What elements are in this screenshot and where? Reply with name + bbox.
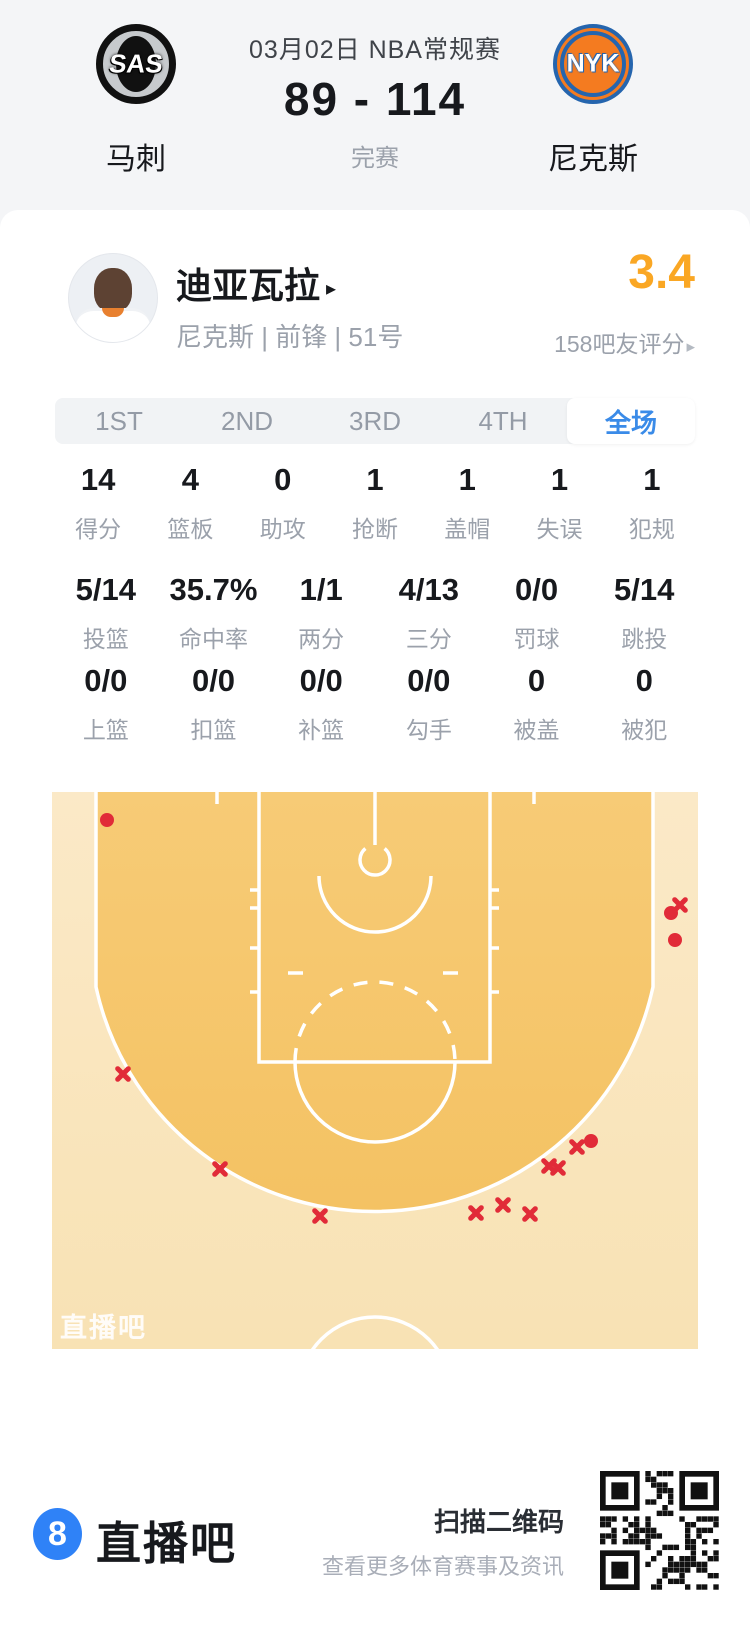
- missed-shot-marker: [310, 1206, 330, 1226]
- sas-logo-oval: [116, 36, 156, 92]
- stat-turnovers: 1 失误: [536, 462, 583, 542]
- away-team-abbr: NYK: [566, 49, 620, 78]
- rating-caret-icon: ▸: [686, 337, 695, 356]
- tab-4th[interactable]: 4TH: [478, 405, 528, 436]
- stat-points: 14 得分: [75, 462, 122, 542]
- made-shot-marker: [668, 933, 682, 947]
- stat-fouls: 1 犯规: [628, 462, 675, 542]
- made-shot-marker: [100, 813, 114, 827]
- zhibo8-logo-text: 直播吧: [96, 1518, 238, 1569]
- game-status: 完赛: [351, 145, 399, 172]
- scoreboard-header: 03月02日 NBA常规赛 89 - 114 完赛 SAS 马刺 NYK 尼克斯: [0, 0, 750, 230]
- missed-shot-marker: [520, 1204, 540, 1224]
- player-avatar[interactable]: [68, 253, 158, 343]
- stat-dunk: 0/0 扣篮: [190, 663, 237, 743]
- stats-row-shot-types: 0/0 上篮 0/0 扣篮 0/0 补篮 0/0 勾手 0 被盖 0 被犯: [52, 663, 698, 745]
- game-score: 89 - 114: [283, 73, 467, 125]
- player-info: 尼克斯 | 前锋 | 51号: [176, 322, 404, 352]
- stat-rebounds: 4 篮板: [167, 462, 214, 542]
- game-date: 03月02日 NBA常规赛: [249, 36, 501, 64]
- missed-shot-marker: [466, 1203, 486, 1223]
- quarter-tabs: 1ST 2ND 3RD 4TH 全场: [55, 398, 695, 444]
- missed-shot-marker: [567, 1137, 587, 1157]
- zhibo8-logo-icon[interactable]: 8: [33, 1508, 82, 1560]
- stat-assists: 0 助攻: [259, 462, 306, 542]
- missed-shot-marker: [548, 1158, 568, 1178]
- court-watermark: 直播吧: [60, 1313, 147, 1343]
- tab-3rd[interactable]: 3RD: [348, 405, 401, 436]
- stat-fg-pct: 35.7% 命中率: [169, 572, 258, 652]
- stats-row-basic: 14 得分 4 篮板 0 助攻 1 抢断 1 盖帽 1 失误 1 犯规: [52, 462, 698, 544]
- home-team-name: 马刺: [106, 143, 166, 176]
- stat-putback: 0/0 补篮: [298, 663, 345, 743]
- scan-subtitle: 查看更多体育赛事及资讯: [321, 1554, 564, 1579]
- stat-2pt: 1/1 两分: [298, 572, 345, 652]
- court-drawing: [52, 792, 698, 1349]
- player-name[interactable]: 迪亚瓦拉 ▸: [176, 265, 337, 306]
- nyk-logo-ring: [560, 31, 626, 97]
- qr-code: [600, 1471, 719, 1590]
- player-name-caret-icon: ▸: [326, 278, 337, 300]
- rating-votes-link[interactable]: 158吧友评分 ▸: [554, 331, 695, 357]
- tab-1st[interactable]: 1ST: [95, 405, 143, 436]
- missed-shot-marker: [113, 1064, 133, 1084]
- away-team-logo[interactable]: NYK: [553, 24, 633, 104]
- stat-fouled: 0 被犯: [621, 663, 668, 743]
- stat-hook: 0/0 勾手: [405, 663, 452, 743]
- stat-jumpshot: 5/14 跳投: [614, 572, 675, 652]
- shot-chart: 直播吧: [52, 792, 698, 1349]
- avatar-collar: [102, 308, 124, 317]
- stat-layup: 0/0 上篮: [82, 663, 129, 743]
- away-team-name: 尼克斯: [548, 143, 638, 176]
- home-team-abbr: SAS: [107, 48, 165, 79]
- missed-shot-marker: [493, 1195, 513, 1215]
- stats-row-shooting: 5/14 投篮 35.7% 命中率 1/1 两分 4/13 三分 0/0 罚球 5/14 跳…: [52, 572, 698, 654]
- stat-blocked: 0 被盖: [513, 663, 560, 743]
- made-shot-marker: [584, 1134, 598, 1148]
- stat-3pt: 4/13 三分: [398, 572, 460, 652]
- stat-ft: 0/0 罚球: [513, 572, 560, 652]
- home-team-logo[interactable]: SAS: [96, 24, 176, 104]
- missed-shot-marker: [670, 895, 690, 915]
- scan-hint: 扫描二维码 查看更多体育赛事及资讯: [322, 1502, 564, 1581]
- stat-steals: 1 抢断: [351, 462, 398, 542]
- tab-full-game[interactable]: 全场: [567, 398, 695, 444]
- stat-blocks: 1 盖帽: [444, 462, 491, 542]
- avatar-head: [94, 268, 132, 312]
- scan-title: 扫描二维码: [433, 1507, 564, 1537]
- missed-shot-marker: [210, 1159, 230, 1179]
- tab-2nd[interactable]: 2ND: [220, 405, 273, 436]
- stat-fg: 5/14 投篮: [75, 572, 136, 652]
- player-rating: 3.4: [628, 246, 695, 299]
